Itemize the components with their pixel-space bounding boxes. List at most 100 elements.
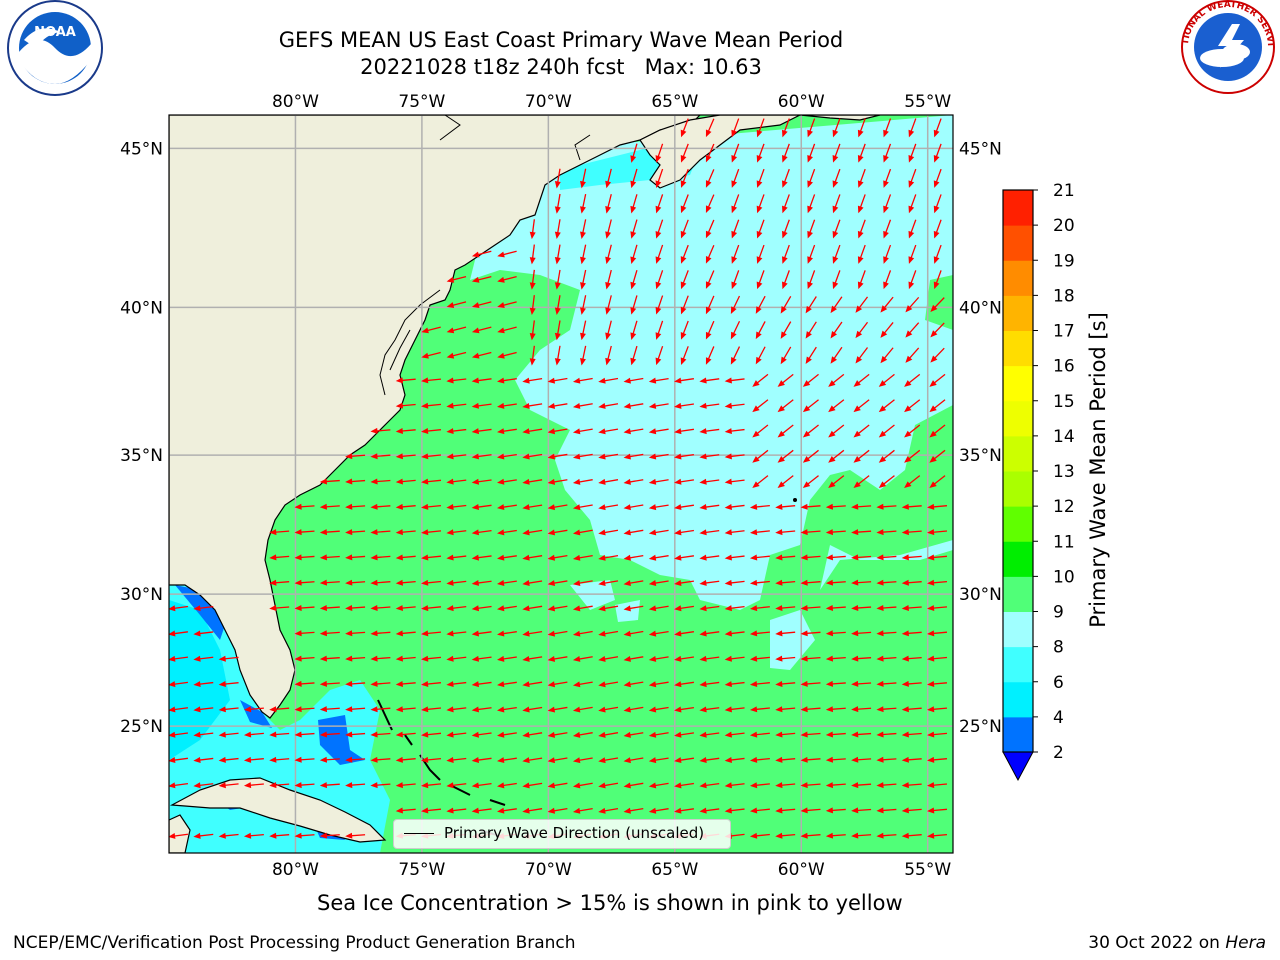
- wave-arrow-head: [554, 181, 561, 189]
- wave-arrow-head: [446, 276, 455, 283]
- colorbar-tick-label: 4: [1053, 708, 1064, 728]
- wave-arrow-head: [929, 405, 937, 413]
- wave-arrow-head: [169, 832, 176, 839]
- wave-arrow-head: [851, 529, 859, 536]
- wave-arrow-head: [370, 427, 378, 434]
- wave-arrow-head: [832, 129, 839, 138]
- wave-arrow-head: [395, 478, 403, 485]
- wave-arrow-head: [471, 352, 480, 359]
- wave-arrow-head: [752, 405, 760, 413]
- wave-arrow-head: [807, 256, 813, 264]
- wave-arrow-head: [775, 655, 783, 662]
- wave-arrow-head: [655, 306, 662, 315]
- wave-arrow-head: [193, 832, 201, 839]
- wave-arrow-head: [648, 580, 657, 586]
- wave-arrow-head: [572, 757, 581, 764]
- wave-arrow-head: [605, 281, 612, 290]
- wave-arrow-head: [630, 332, 637, 340]
- wave-arrow-head: [927, 680, 935, 687]
- wave-arrow-head: [319, 731, 328, 738]
- wave-arrow-head: [749, 554, 758, 561]
- wave-arrow-head: [169, 782, 176, 789]
- wave-arrow-head: [800, 680, 808, 687]
- wave-arrow-head: [497, 352, 505, 359]
- wave-arrow-head: [471, 655, 480, 662]
- wave-arrow-head: [605, 206, 612, 214]
- colorbar-segment: [1003, 400, 1033, 437]
- ocean-period-8-9-north: [470, 115, 953, 610]
- wave-arrow-head: [572, 656, 581, 662]
- wave-arrow-head: [623, 478, 631, 485]
- wave-arrow-head: [598, 453, 606, 460]
- noaa-logo: NOAA: [7, 0, 103, 96]
- colorbar-segment: [1003, 260, 1033, 296]
- wave-arrow-head: [572, 630, 581, 637]
- wave-arrow-head: [857, 155, 864, 163]
- wave-arrow-head: [572, 403, 581, 409]
- wave-arrow-head: [655, 281, 662, 290]
- longitude-labels-top: 80°W 75°W 70°W 65°W 60°W 55°W: [272, 92, 951, 112]
- wave-arrow-head: [674, 731, 682, 738]
- wave-arrow-head: [730, 357, 737, 365]
- wave-arrow-head: [876, 529, 884, 536]
- wave-arrow-head: [471, 706, 480, 713]
- wave-arrow-head: [580, 307, 586, 315]
- wave-arrow-head: [294, 503, 302, 510]
- wave-arrow-head: [554, 206, 561, 214]
- wave-arrow-head: [598, 580, 606, 587]
- wave-arrow-head: [655, 180, 662, 189]
- wave-arrow-head: [904, 481, 912, 489]
- noaa-logo-text: NOAA: [34, 25, 76, 40]
- wave-arrow-head: [370, 630, 378, 637]
- wave-arrow-head: [572, 554, 581, 561]
- wave-arrow-head: [825, 554, 834, 561]
- wave-arrow-head: [724, 681, 732, 688]
- wave-arrow-head: [927, 756, 935, 763]
- wave-arrow-head: [623, 428, 631, 435]
- wave-arrow-head: [800, 731, 808, 738]
- wave-arrow-head: [752, 456, 760, 463]
- wave-arrow-head: [755, 306, 762, 314]
- wave-arrow-head: [395, 529, 403, 536]
- wave-arrow-head: [853, 405, 861, 413]
- footer-date-text: 30 Oct 2022 on: [1088, 933, 1226, 953]
- wave-arrow-head: [933, 230, 940, 239]
- wave-arrow-head: [832, 256, 839, 264]
- wave-arrow-head: [749, 655, 758, 662]
- colorbar-tick-label: 18: [1053, 286, 1075, 306]
- wave-arrow-head: [876, 706, 884, 713]
- wave-arrow-head: [169, 706, 176, 713]
- wave-arrow-head: [630, 256, 637, 265]
- wave-arrow-head: [775, 782, 783, 789]
- wave-arrow-head: [752, 481, 760, 489]
- wave-arrow-head: [522, 377, 530, 384]
- wave-arrow-head: [807, 129, 813, 138]
- wave-arrow-head: [927, 655, 935, 662]
- wave-arrow-head: [572, 807, 581, 814]
- wave-arrow-head: [782, 256, 788, 264]
- wave-arrow-head: [497, 655, 505, 662]
- wave-arrow-head: [446, 302, 455, 308]
- wave-arrow-head: [345, 756, 353, 763]
- wave-arrow-head: [655, 332, 662, 340]
- wave-arrow-head: [547, 655, 556, 662]
- colorbar-tick-label: 16: [1053, 357, 1075, 377]
- wave-arrow-head: [547, 504, 556, 511]
- ocean-period-8-9-southeast: [820, 470, 953, 590]
- wave-arrow-head: [547, 681, 556, 688]
- wave-arrow-head: [901, 554, 909, 561]
- wave-arrow-head: [883, 256, 889, 264]
- wave-arrow-head: [169, 757, 176, 764]
- wave-arrow-head: [777, 405, 785, 413]
- wave-arrow-head: [345, 554, 353, 561]
- wave-arrow-head: [580, 358, 586, 366]
- wave-arrow-head: [630, 307, 637, 315]
- lat-tick-label-right: 35°N: [959, 446, 1002, 466]
- wave-arrow-head: [345, 731, 353, 738]
- wave-arrow-head: [547, 478, 556, 485]
- wave-arrow-head: [421, 605, 429, 612]
- wave-arrow-head: [724, 428, 732, 435]
- colorbar-tick-label: 19: [1053, 251, 1075, 271]
- wave-arrow-head: [876, 655, 884, 662]
- wave-arrow-head: [572, 478, 581, 485]
